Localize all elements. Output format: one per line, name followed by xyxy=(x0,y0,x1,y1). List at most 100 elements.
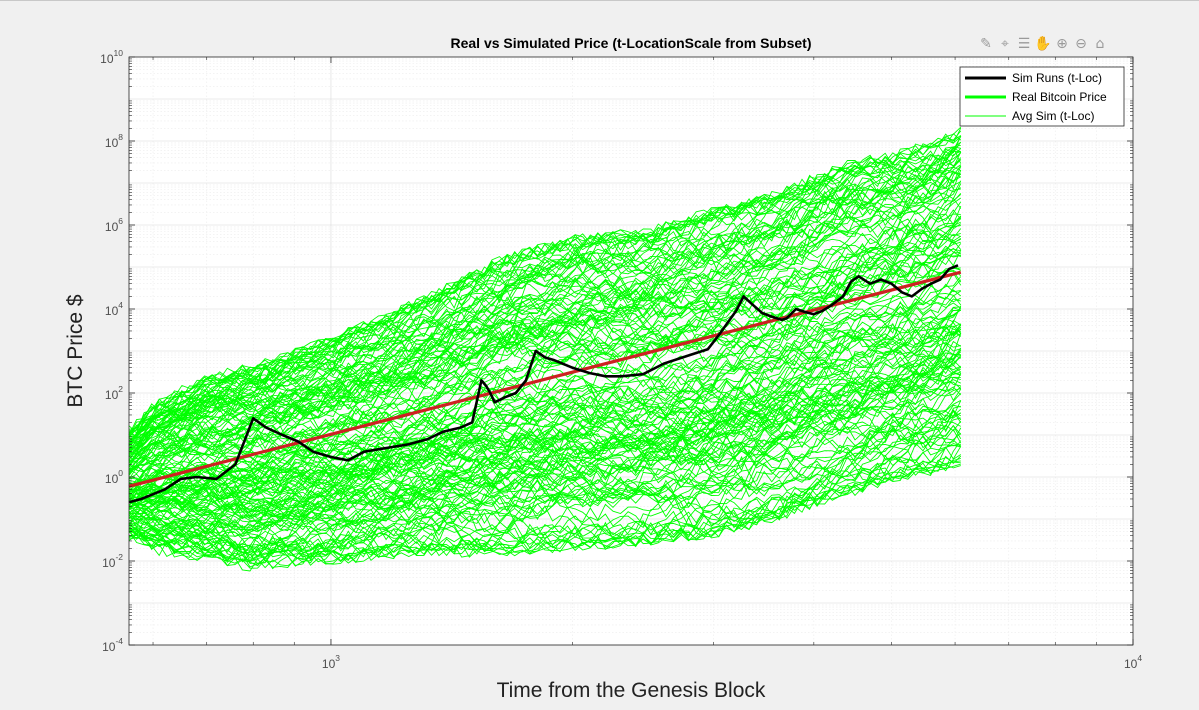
y-tick-label: 10-4 xyxy=(102,636,123,654)
simulation-run-line xyxy=(128,400,962,563)
simulation-run-line xyxy=(128,281,962,493)
simulation-run-line xyxy=(128,342,961,514)
y-tick-label: 104 xyxy=(105,300,123,318)
simulation-run-line xyxy=(128,332,962,506)
simulation-run-line xyxy=(128,159,962,460)
legend-label: Sim Runs (t-Loc) xyxy=(1012,71,1102,85)
simulation-run-line xyxy=(128,386,962,557)
zoom-out-icon[interactable]: ⊖ xyxy=(1075,36,1087,52)
brush-icon[interactable]: ✎ xyxy=(980,36,992,52)
simulation-run-line xyxy=(128,329,962,516)
simulation-run-line xyxy=(128,216,962,457)
legend-label: Real Bitcoin Price xyxy=(1012,90,1107,104)
simulation-run-line xyxy=(128,163,961,440)
simulation-run-line xyxy=(128,223,962,462)
x-tick-label: 104 xyxy=(1124,653,1142,671)
y-tick-label: 108 xyxy=(105,132,123,150)
insert-legend-icon[interactable]: ☰ xyxy=(1017,36,1031,52)
simulation-run-line xyxy=(128,279,962,475)
simulation-run-line xyxy=(128,159,962,450)
simulation-run-line xyxy=(128,454,961,562)
simulation-run-line xyxy=(128,385,962,513)
simulation-run-line xyxy=(128,309,961,487)
simulation-run-line xyxy=(128,388,961,537)
simulation-run-line xyxy=(128,245,962,456)
simulation-runs xyxy=(128,126,962,572)
simulation-run-line xyxy=(128,356,962,532)
simulation-run-line xyxy=(128,412,962,535)
y-tick-label: 102 xyxy=(105,384,123,402)
simulation-run-line xyxy=(128,146,961,430)
simulation-run-line xyxy=(128,211,961,453)
simulation-run-line xyxy=(128,252,961,464)
simulation-run-line xyxy=(128,127,962,432)
simulation-run-line xyxy=(128,194,962,452)
average-simulation xyxy=(128,270,962,488)
simulation-run-line xyxy=(128,255,961,473)
simulation-run-line xyxy=(128,299,962,491)
simulation-run-line xyxy=(128,247,962,467)
real-price-series xyxy=(128,264,959,504)
simulation-run-line xyxy=(128,188,961,455)
x-tick-label: 103 xyxy=(322,653,340,671)
chart-title: Real vs Simulated Price (t-LocationScale… xyxy=(451,35,812,51)
simulation-run-line xyxy=(128,262,961,483)
average-line xyxy=(128,270,962,488)
simulation-run-line xyxy=(128,411,962,565)
zoom-in-icon[interactable]: ⊕ xyxy=(1056,36,1068,52)
simulation-run-line xyxy=(128,368,961,507)
simulation-run-line xyxy=(128,354,961,513)
y-tick-label: 1010 xyxy=(100,48,123,66)
simulation-run-line xyxy=(128,372,962,520)
home-icon[interactable]: ⌂ xyxy=(1095,36,1105,52)
simulation-run-line xyxy=(128,309,962,500)
pan-icon[interactable]: ✋ xyxy=(1034,36,1052,52)
simulation-run-line xyxy=(129,330,962,492)
data-tips-icon[interactable]: ⌖ xyxy=(1001,36,1009,52)
simulation-run-line xyxy=(128,135,962,446)
simulation-run-line xyxy=(128,377,961,508)
simulation-run-line xyxy=(128,238,961,474)
simulation-run-line xyxy=(128,405,961,552)
axes-toolbar: ✎ ⌖ ☰ ✋ ⊕ ⊖ ⌂ xyxy=(978,33,1108,55)
simulation-run-line xyxy=(128,323,962,505)
simulation-run-line xyxy=(128,426,961,529)
simulation-run-line xyxy=(128,180,962,464)
legend: Sim Runs (t-Loc) Real Bitcoin Price Avg Si… xyxy=(959,66,1125,127)
simulation-run-line xyxy=(128,372,961,552)
x-axis-label: Time from the Genesis Block xyxy=(497,679,766,702)
window-top-border xyxy=(0,0,1199,1)
simulation-run-line xyxy=(128,454,962,570)
simulation-run-line xyxy=(128,151,962,451)
simulation-run-line xyxy=(128,359,962,538)
y-tick-label: 100 xyxy=(105,468,123,486)
real-price-line xyxy=(128,264,959,504)
simulation-run-line xyxy=(128,309,962,502)
simulation-run-line xyxy=(128,325,962,495)
simulation-run-line xyxy=(128,225,961,473)
simulation-run-line xyxy=(128,463,961,563)
simulation-run-line xyxy=(128,165,962,454)
simulation-run-line xyxy=(128,384,962,516)
simulation-run-line xyxy=(128,181,961,438)
y-tick-label: 106 xyxy=(105,216,123,234)
simulation-run-line xyxy=(128,298,961,488)
simulation-run-line xyxy=(128,205,962,475)
simulation-run-line xyxy=(128,440,962,556)
simulation-run-line xyxy=(128,126,962,434)
legend-label: Avg Sim (t-Loc) xyxy=(1012,109,1094,123)
simulation-run-line xyxy=(128,446,962,552)
simulation-run-line xyxy=(129,460,961,568)
simulation-run-line xyxy=(128,241,961,461)
simulation-run-line xyxy=(128,409,962,533)
tick-labels: 1010 108 106 104 102 100 10-2 10-4 103 104 xyxy=(100,48,1142,671)
simulation-run-line xyxy=(128,228,962,473)
plot-frame xyxy=(128,56,1134,646)
simulation-run-line xyxy=(128,239,962,469)
y-tick-label: 10-2 xyxy=(102,552,123,570)
simulation-run-line xyxy=(128,424,962,559)
simulation-run-line xyxy=(128,326,962,499)
simulation-run-line xyxy=(128,381,962,551)
